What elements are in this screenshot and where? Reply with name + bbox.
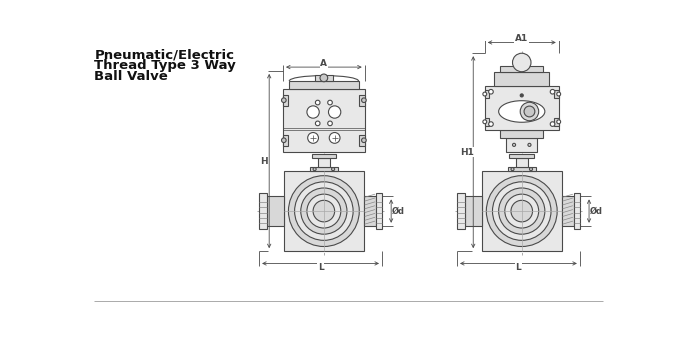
Circle shape [530,167,532,170]
Bar [283,135,288,146]
Bar [311,154,336,158]
Text: Ød: Ød [590,207,603,216]
Circle shape [328,106,341,118]
Bar [259,193,267,229]
Circle shape [489,89,493,94]
Bar [283,95,288,106]
Circle shape [307,194,341,228]
Bar [289,81,358,89]
Circle shape [282,138,286,143]
Text: L: L [318,263,324,272]
Bar [364,196,376,226]
Text: A1: A1 [515,34,528,43]
Circle shape [486,176,557,247]
Circle shape [483,92,487,96]
Circle shape [513,53,531,72]
Circle shape [524,106,535,117]
Circle shape [329,133,340,143]
Circle shape [362,98,367,103]
Bar [554,90,559,98]
Circle shape [362,138,367,143]
Bar [515,158,528,167]
Bar [267,196,284,226]
Text: H1: H1 [460,148,474,157]
Bar [315,75,333,81]
Circle shape [550,89,555,94]
Circle shape [301,188,347,234]
Bar [554,118,559,125]
Bar [500,65,543,72]
Bar [507,138,537,152]
Circle shape [332,167,335,170]
Bar [485,86,559,130]
Circle shape [288,176,359,247]
Circle shape [520,94,524,97]
Circle shape [294,182,353,240]
Circle shape [328,121,333,126]
Circle shape [328,100,333,105]
Ellipse shape [498,101,545,122]
Circle shape [282,98,286,103]
Bar [574,193,580,229]
Bar [318,158,330,167]
Circle shape [313,200,335,222]
Circle shape [528,143,531,146]
Circle shape [316,121,320,126]
Bar [457,193,464,229]
Circle shape [511,200,532,222]
Bar [359,135,364,146]
Circle shape [557,120,560,124]
Bar [283,89,364,152]
Circle shape [550,122,555,127]
Bar [485,90,490,98]
Circle shape [492,182,551,240]
Bar [464,196,481,226]
Text: H: H [260,157,268,165]
Circle shape [320,74,328,82]
Text: A: A [320,59,327,68]
Circle shape [313,167,316,170]
Circle shape [307,133,318,143]
Bar [485,118,490,125]
Circle shape [316,100,320,105]
Bar [284,171,364,251]
Circle shape [557,92,560,96]
Bar [562,196,574,226]
Circle shape [498,188,545,234]
Bar [359,95,364,106]
Bar [508,167,536,171]
Text: L: L [515,263,522,272]
Text: Ød: Ød [392,207,405,216]
Bar [509,154,534,158]
Bar [494,72,549,86]
Text: Thread Type 3 Way: Thread Type 3 Way [95,59,236,72]
Bar [310,167,338,171]
Bar [376,193,382,229]
Circle shape [505,194,539,228]
Text: Ball Valve: Ball Valve [95,70,168,83]
Circle shape [520,102,539,121]
Text: Pneumatic/Electric: Pneumatic/Electric [95,49,235,62]
Circle shape [307,106,319,118]
Circle shape [483,120,487,124]
Bar [500,130,543,138]
Circle shape [513,143,515,146]
Circle shape [489,122,493,127]
Bar [481,171,562,251]
Circle shape [511,167,514,170]
